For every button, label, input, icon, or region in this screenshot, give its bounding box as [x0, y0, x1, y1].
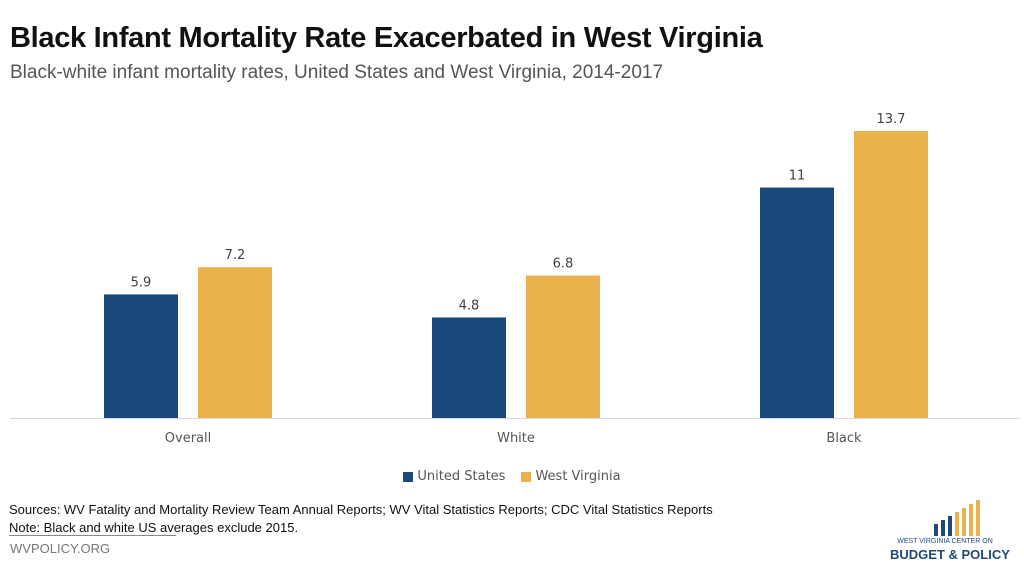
chart-title: Black Infant Mortality Rate Exacerbated … — [10, 22, 763, 54]
legend: United States West Virginia — [0, 469, 1024, 484]
chart-subtitle: Black-white infant mortality rates, Unit… — [10, 62, 664, 83]
category-label-overall: Overall — [165, 431, 211, 446]
divider — [9, 535, 176, 536]
bar-white-united-states — [432, 317, 506, 418]
bar-black-west-virginia — [854, 130, 928, 419]
site-link[interactable]: WVPOLICY.ORG — [10, 541, 111, 556]
bar-black-united-states — [760, 187, 834, 418]
legend-swatch-west-virginia — [521, 471, 532, 482]
category-label-white: White — [497, 431, 535, 446]
data-label: 4.8 — [459, 298, 480, 313]
bar-chart: 5.9 7.2 4.8 6.8 11 13.7 Overall White Black — [10, 112, 1020, 446]
data-label: 13.7 — [877, 112, 906, 127]
legend-label: United States — [417, 469, 506, 484]
data-label: 7.2 — [225, 248, 246, 263]
bar-overall-west-virginia — [198, 267, 272, 418]
logo-bars-icon — [934, 500, 980, 536]
bar-white-west-virginia — [526, 275, 600, 418]
legend-label: West Virginia — [535, 469, 621, 484]
legend-swatch-united-states — [403, 471, 414, 482]
sources-text: Sources: WV Fatality and Mortality Revie… — [9, 502, 713, 517]
data-label: 5.9 — [131, 275, 152, 290]
organization-logo: WEST VIRGINIA CENTER ON BUDGET & POLICY — [890, 500, 1010, 562]
sources-block: Sources: WV Fatality and Mortality Revie… — [9, 501, 713, 537]
legend-item-west-virginia: West Virginia — [521, 469, 621, 484]
bar-overall-united-states — [104, 294, 178, 418]
legend-item-united-states: United States — [403, 469, 505, 484]
logo-line2: BUDGET & POLICY — [890, 547, 1010, 562]
logo-line1: WEST VIRGINIA CENTER ON — [897, 538, 993, 545]
category-label-black: Black — [826, 431, 862, 446]
data-label: 6.8 — [553, 257, 574, 272]
data-label: 11 — [789, 169, 806, 184]
note-text: Note: Black and white US averages exclud… — [9, 520, 299, 535]
